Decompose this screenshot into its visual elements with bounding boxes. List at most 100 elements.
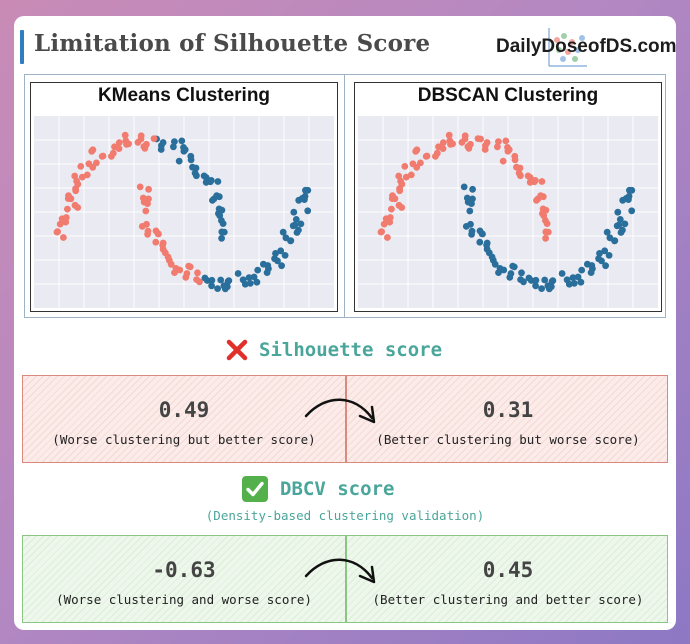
scatter-point (142, 207, 150, 215)
scatter-point (460, 183, 468, 191)
kmeans-scatter-plot (34, 116, 334, 308)
scatter-point (167, 260, 175, 268)
scatter-point (152, 238, 160, 246)
scatter-point (606, 234, 614, 242)
dbcv-kmeans-value: -0.63 (152, 558, 216, 582)
scatter-point (574, 273, 582, 281)
scatter-point (511, 156, 519, 164)
dbcv-heading: DBCV score (280, 478, 395, 500)
scatter-point (464, 143, 472, 150)
scatter-point (245, 274, 253, 281)
scatter-point (584, 260, 591, 268)
dbcv-dbscan-value: 0.45 (482, 558, 534, 582)
scatter-point (150, 135, 158, 142)
scatter-point (505, 146, 513, 154)
scatter-point (565, 280, 573, 288)
scatter-point (619, 226, 626, 234)
scatter-point (78, 173, 86, 181)
cross-mark-icon (226, 339, 248, 361)
scatter-point (616, 216, 624, 223)
scatter-point (401, 163, 409, 170)
scatter-point (302, 186, 309, 194)
scatter-point (253, 278, 261, 286)
scatter-point (476, 238, 484, 246)
scatter-point (483, 241, 490, 249)
scatter-point (178, 137, 186, 145)
scatter-point (614, 208, 622, 216)
scatter-point (596, 250, 603, 257)
scatter-point (626, 186, 633, 194)
scatter-point (396, 187, 404, 195)
scatter-point (578, 266, 586, 274)
scatter-point (613, 222, 621, 230)
silhouette-kmeans-value: 0.49 (158, 398, 210, 422)
scatter-point (380, 220, 388, 228)
scatter-point (605, 252, 613, 259)
scatter-point (548, 278, 556, 285)
scatter-point (145, 185, 152, 193)
silhouette-box-divider (345, 376, 347, 462)
scatter-point (395, 172, 403, 180)
scatter-point (214, 285, 222, 292)
scatter-point (218, 228, 226, 236)
scatter-point (115, 139, 123, 146)
scatter-point (628, 207, 636, 215)
scatter-point (176, 266, 184, 274)
scatter-point (64, 205, 71, 213)
scatter-point (304, 207, 312, 215)
scatter-point (158, 142, 165, 149)
scatter-point (517, 172, 524, 180)
dbscan-panel-title: DBSCAN Clustering (417, 85, 599, 106)
scatter-point (219, 220, 227, 227)
scatter-point (500, 266, 508, 274)
scatter-point (159, 241, 166, 249)
curved-arrow-icon (304, 398, 376, 424)
scatter-point (542, 234, 549, 242)
scatter-point (569, 274, 577, 281)
scatter-point (507, 270, 515, 277)
scatter-point (409, 160, 417, 168)
scatter-point (56, 220, 64, 228)
scatter-point (595, 255, 602, 263)
scatter-point (502, 137, 510, 145)
scatter-point (289, 222, 297, 230)
scatter-point (402, 173, 410, 181)
scatter-point (250, 273, 258, 281)
scatter-point (538, 285, 545, 292)
scatter-point (439, 139, 447, 146)
scatter-point (462, 223, 470, 230)
plots-divider (344, 74, 345, 318)
scatter-point (202, 178, 210, 186)
scatter-point (388, 195, 396, 202)
scatter-point (246, 280, 254, 287)
scatter-point (542, 206, 550, 214)
scatter-point (295, 196, 303, 204)
scatter-point (384, 234, 391, 241)
scatter-point (282, 234, 290, 242)
scatter-point (531, 177, 539, 184)
scatter-point (538, 178, 546, 185)
scatter-point (234, 270, 242, 277)
scatter-point (265, 265, 272, 273)
scatter-point (468, 200, 475, 207)
scatter-point (412, 147, 420, 155)
scatter-point (601, 247, 609, 255)
scatter-point (207, 177, 215, 184)
scatter-point (77, 163, 85, 170)
scatter-point (144, 200, 151, 207)
scatter-point (297, 220, 305, 228)
scatter-point (491, 260, 499, 268)
dbcv-kmeans-caption: (Worse clustering and worse score) (56, 592, 312, 607)
scatter-point (208, 282, 216, 290)
scatter-point (254, 266, 262, 274)
scatter-point (171, 138, 178, 145)
scatter-point (202, 174, 210, 181)
scatter-point (109, 149, 117, 157)
scatter-point (495, 138, 502, 145)
scatter-point (447, 141, 454, 148)
scatter-point (570, 280, 578, 287)
scatter-point (542, 228, 550, 236)
scatter-point (54, 228, 61, 236)
scatter-point (543, 220, 551, 227)
scatter-point (208, 276, 216, 284)
